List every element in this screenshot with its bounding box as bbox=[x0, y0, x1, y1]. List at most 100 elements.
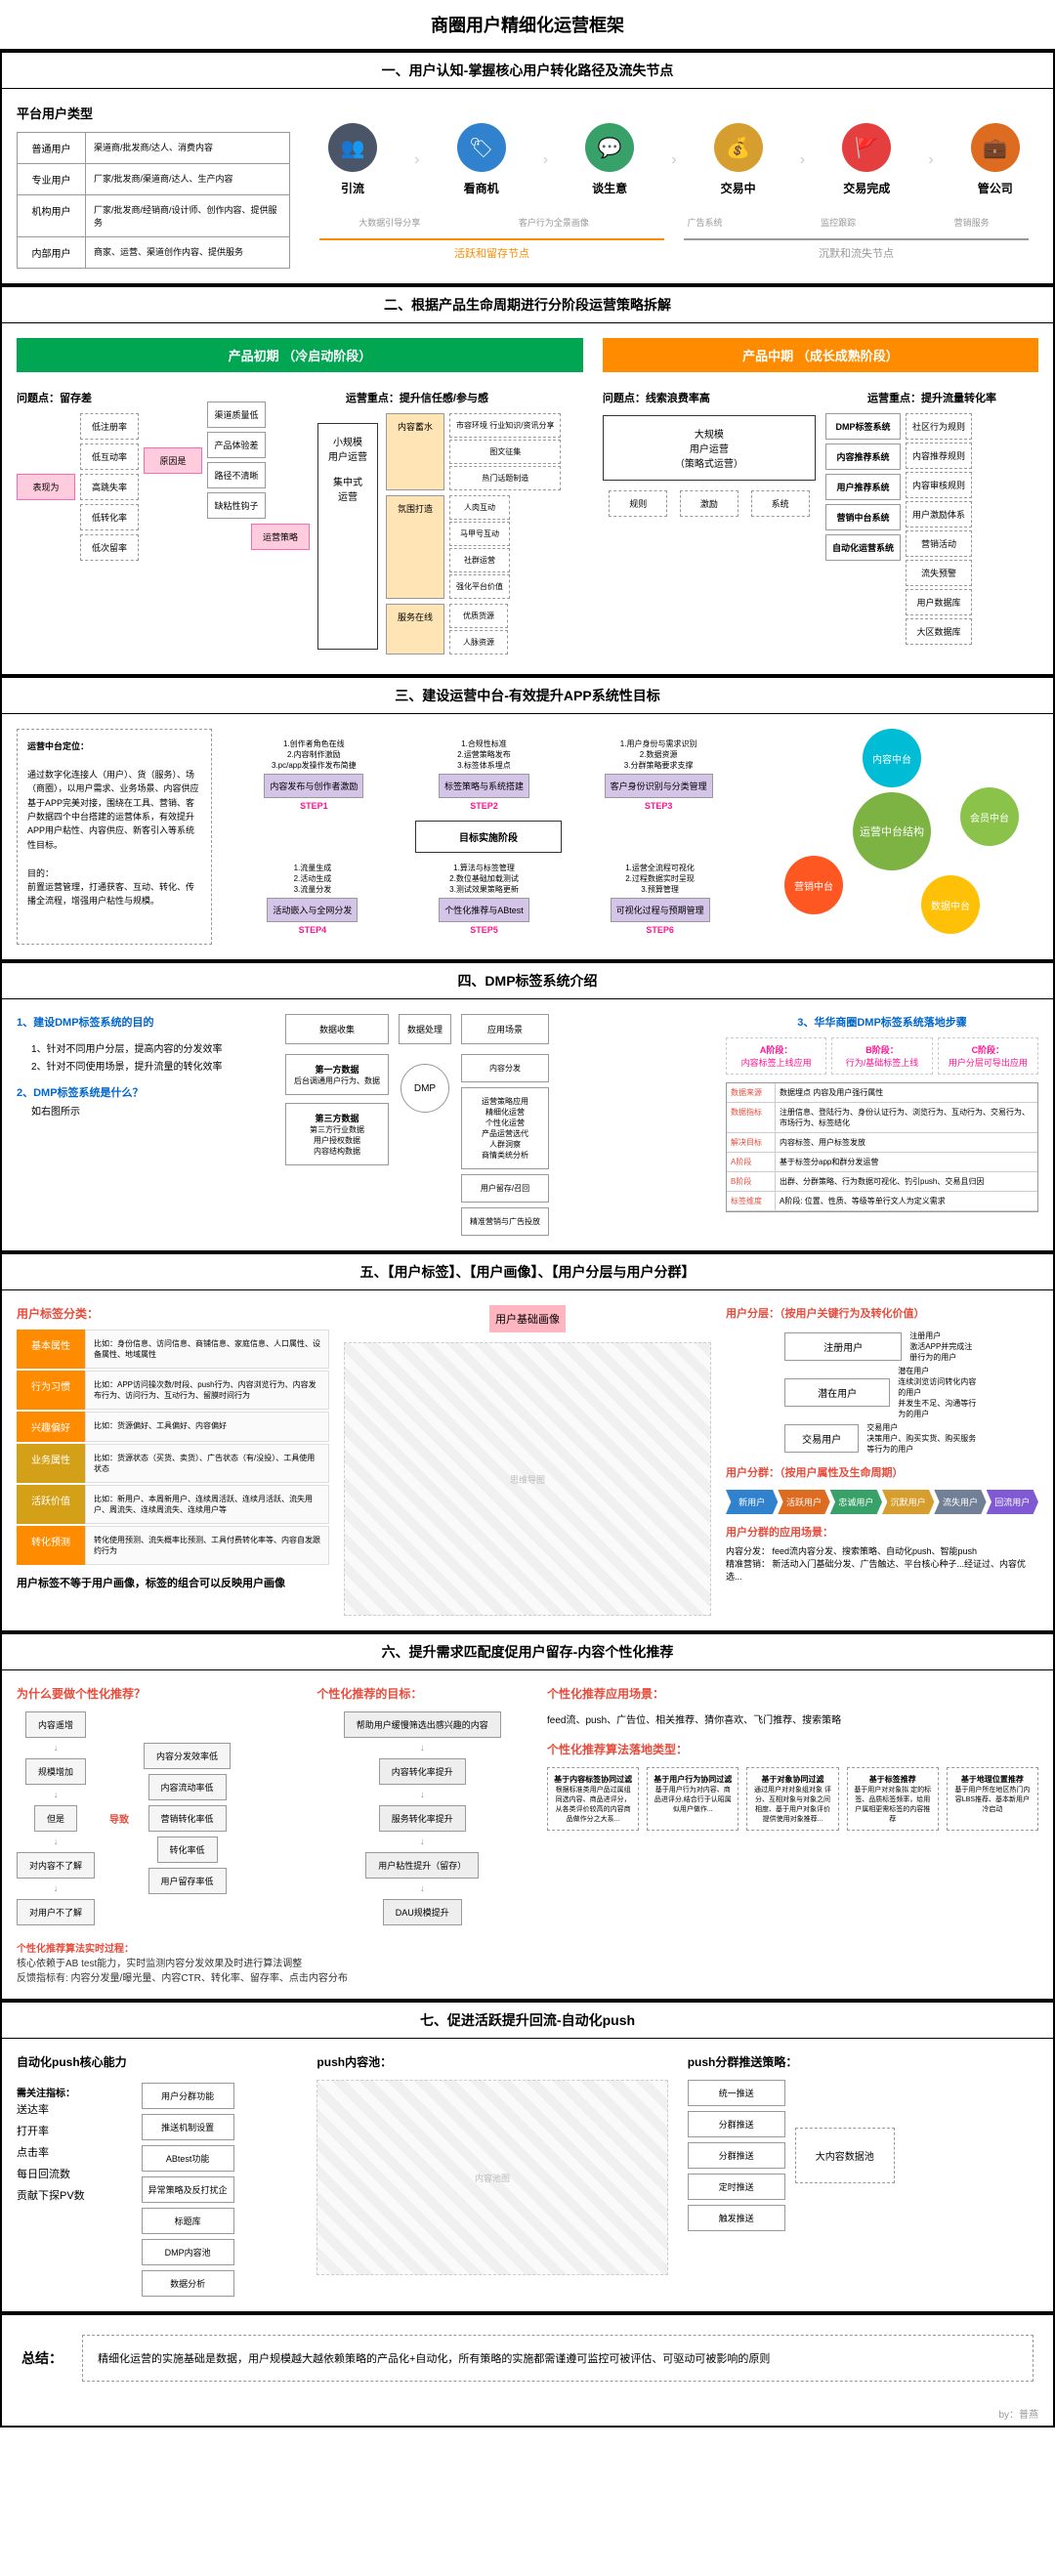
flow-step: 🏷看商机 bbox=[457, 123, 506, 196]
flow-icon: 💰 bbox=[714, 123, 763, 172]
user-type-name: 普通用户 bbox=[18, 133, 86, 163]
dmp-h2: 数据处理 bbox=[399, 1014, 451, 1044]
group-item: 市容环境 行业知识/资讯分享 bbox=[449, 413, 561, 438]
group-item: 马甲号互动 bbox=[449, 522, 510, 546]
push-strategy: 触发推送 bbox=[688, 2205, 785, 2231]
phase2-header: 产品中期 （成长成熟阶段） bbox=[603, 338, 1038, 372]
phase2-focus: 运营重点：提升流量转化率 bbox=[867, 393, 996, 404]
flow-step: 🚩交易完成 bbox=[842, 123, 891, 196]
s3-steps: 1.创作者角色在线 2.内容制作激励 3.pc/app发操作发布简捷内容发布与创… bbox=[227, 729, 750, 945]
funnel-seg: 注册用户 bbox=[784, 1332, 902, 1361]
algo-box: 基于标签推荐基于用户对对象拟 定的标签、品质标签频率，给用户属相更需标签的内容推… bbox=[847, 1767, 939, 1831]
a1b: 2、针对不同使用场景，提升流量的转化效率 bbox=[31, 1059, 271, 1077]
app-scene: 用户留存/召回 bbox=[461, 1174, 549, 1203]
group-item: 社群运营 bbox=[449, 548, 510, 572]
s6-t3-items: feed流、push、广告位、相关推荐、猜你喜欢、飞门推荐、搜索策略 bbox=[547, 1711, 1038, 1726]
summary-label: 总结： bbox=[21, 2348, 63, 2368]
platform-circle: 营销中台 bbox=[784, 856, 843, 914]
why-personalize: 为什么要做个性化推荐？ 内容遥增↓规模增加↓但是↓对内容不了解↓对用户不了解 导… bbox=[17, 1685, 297, 1925]
sub-system: 内容审核规则 bbox=[906, 472, 972, 498]
goal-box: 用户粘性提升（留存） bbox=[365, 1852, 479, 1879]
detail-key: B阶段 bbox=[727, 1172, 776, 1191]
platform-circle: 内容中台 bbox=[863, 729, 921, 787]
user-type-desc: 渠道商/批发商/达人、消费内容 bbox=[86, 133, 289, 163]
data-source: 第三方数据第三方行业数据 用户授权数据 内容结构数据 bbox=[285, 1103, 389, 1165]
flow-box: 用户留存率低 bbox=[148, 1868, 227, 1894]
circle-diagram: 运营中台结构 内容中台会员中台数据中台营销中台 bbox=[765, 729, 1038, 945]
s6-t2: 个性化推荐的目标： bbox=[316, 1685, 528, 1702]
goal-box: 内容转化率提升 bbox=[379, 1758, 466, 1785]
large-scale-ops: 大规模 用户运营 （策略式运营） bbox=[603, 415, 816, 481]
s3-left-sub: 目的： 前置运营管理，打通获客、互动、转化、传播全流程，增强用户粘性与规模。 bbox=[27, 868, 194, 907]
s7-c3-title: push分群推送策略： bbox=[688, 2053, 1038, 2070]
tag-header: 行为习惯 bbox=[17, 1371, 85, 1410]
tag-desc: 比如：APP访问操次数/时段、push行为、内容浏览行为、内容发布行为、访问行为… bbox=[85, 1371, 329, 1410]
metrics-title: 需关注指标： bbox=[17, 2085, 127, 2099]
dmp-flow: 数据收集 第一方数据后台调通用户行为、数据第三方数据第三方行业数据 用户授权数据… bbox=[285, 1014, 711, 1236]
byline: by：普燕 bbox=[2, 2401, 1053, 2426]
pink-label-1: 表现为 bbox=[17, 474, 75, 500]
capability-box: 推送机制设置 bbox=[142, 2114, 234, 2140]
tag-note: 用户标签不等于用户画像，标签的组合可以反映用户画像 bbox=[17, 1575, 329, 1590]
push-strategy: 定时推送 bbox=[688, 2174, 785, 2200]
detail-val: A阶段: 位置、性质、等级等单行文人为定义需求 bbox=[776, 1192, 1037, 1210]
personalize-scenes: 个性化推荐应用场景： feed流、push、广告位、相关推荐、猜你喜欢、飞门推荐… bbox=[547, 1685, 1038, 1925]
a2: 如右图所示 bbox=[17, 1104, 271, 1121]
group-header: 内容蓄水 bbox=[386, 413, 444, 490]
flow-icon: 💼 bbox=[971, 123, 1020, 172]
detail-val: 出群、分群策略、行为数据可视化、钓引push、交易且归因 bbox=[776, 1172, 1037, 1191]
s6-t3: 个性化推荐应用场景： bbox=[547, 1685, 1038, 1702]
q1: 1、建设DMP标签系统的目的 bbox=[17, 1014, 271, 1034]
flow-box: 内容分发效率低 bbox=[144, 1743, 231, 1769]
tag-classification: 用户标签分类： 基本属性比如：身份信息、访问信息、商铺信息、家庭信息、人口属性、… bbox=[17, 1305, 329, 1616]
goal-box: DAU规模提升 bbox=[383, 1899, 462, 1925]
arrow-icon: › bbox=[414, 151, 419, 169]
s3-left-text: 通过数字化连接人（用户）、货（服务）、场（商圈），以用户需求、业务场景、内容供应… bbox=[27, 770, 199, 850]
summary-text: 精细化运营的实施基础是数据，用户规模越大越依赖策略的产品化+自动化，所有策略的实… bbox=[82, 2335, 1034, 2382]
user-type-desc: 厂家/批发商/经销商/设计师、创作内容、提供服务 bbox=[86, 195, 289, 236]
tag-title: 用户标签分类： bbox=[17, 1307, 99, 1321]
funnel-desc: 潜在用户 连续浏览访问转化内容的用户 并发生不足、沟通等行为的用户 bbox=[898, 1366, 980, 1419]
chevron: 流失用户 bbox=[934, 1490, 986, 1514]
algo-box: 基于对象协同过滤通过用户对对象组对象 评分、互相对象与对象之间相度、基于用户对象… bbox=[746, 1767, 838, 1831]
algo-box: 基于内容标签协同过滤根据标准类用户品过属组同选内容、商品进评分，从各类评价较高的… bbox=[547, 1767, 639, 1831]
mindmap-icon: 思维导图 bbox=[344, 1342, 711, 1616]
tag-header: 转化预测 bbox=[17, 1526, 85, 1565]
flow-box: 但是 bbox=[34, 1805, 77, 1832]
scene1: 内容分发： feed流内容分发、搜索策略、自动化push、智能push bbox=[726, 1544, 1038, 1557]
center-circle: 运营中台结构 bbox=[853, 792, 931, 870]
detail-key: 数据指标 bbox=[727, 1103, 776, 1132]
funnel-seg: 潜在用户 bbox=[784, 1378, 890, 1407]
group-item: 优质货源 bbox=[449, 604, 508, 628]
issue-box: 低互动率 bbox=[80, 443, 139, 470]
user-types-title: 平台用户类型 bbox=[17, 104, 290, 122]
sub-system: 流失预警 bbox=[906, 560, 972, 586]
target-box: 目标实施阶段 bbox=[415, 821, 562, 853]
pink-label-3: 运营策略 bbox=[251, 524, 310, 550]
tag-header: 活跃价值 bbox=[17, 1485, 85, 1524]
s1-title: 一、用户认知-掌握核心用户转化路径及流失节点 bbox=[2, 53, 1053, 89]
detail-val: 基于标签分app和群分发运营 bbox=[776, 1153, 1037, 1171]
tag-desc: 比如：身份信息、访问信息、商铺信息、家庭信息、人口属性、设备属性、地域属性 bbox=[85, 1330, 329, 1369]
group-item: 人脉资源 bbox=[449, 630, 508, 655]
q2: 2、DMP标签系统是什么？ bbox=[17, 1084, 271, 1104]
system-box: DMP标签系统 bbox=[825, 413, 901, 440]
platform-circle: 会员中台 bbox=[960, 787, 1019, 846]
push-strategy: 统一推送 bbox=[688, 2080, 785, 2106]
sub-label: 客户行为全景画像 bbox=[519, 216, 589, 229]
phase1-header: 产品初期 （冷启动阶段） bbox=[17, 338, 583, 372]
s3-title: 三、建设运营中台-有效提升APP系统性目标 bbox=[2, 678, 1053, 714]
issue-box: 低注册率 bbox=[80, 413, 139, 440]
flow-box: 对用户不了解 bbox=[17, 1899, 95, 1925]
strategy-node: 系统 bbox=[751, 490, 810, 517]
group-item: 强化平台价值 bbox=[449, 574, 510, 599]
system-box: 用户推荐系统 bbox=[825, 474, 901, 500]
sub-system: 大区数据库 bbox=[906, 618, 972, 645]
sub-label: 大数据引导分享 bbox=[359, 216, 420, 229]
sub-label: 营销服务 bbox=[954, 216, 990, 229]
s4-title: 四、DMP标签系统介绍 bbox=[2, 963, 1053, 999]
goal-box: 帮助用户缓慢筛选出感兴趣的内容 bbox=[344, 1711, 501, 1738]
sub-system: 社区行为规则 bbox=[906, 413, 972, 440]
detail-key: 标签维度 bbox=[727, 1192, 776, 1210]
summary-section: 总结： 精细化运营的实施基础是数据，用户规模越大越依赖策略的产品化+自动化，所有… bbox=[0, 2313, 1055, 2428]
